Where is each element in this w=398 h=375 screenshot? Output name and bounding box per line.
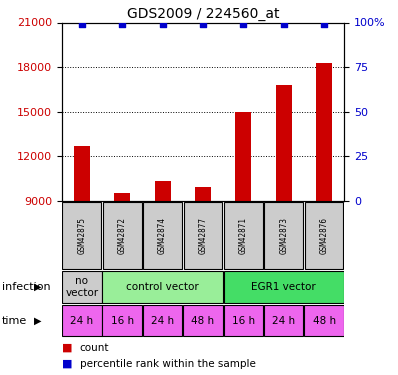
Text: GSM42877: GSM42877 <box>199 217 207 254</box>
Bar <box>143 305 182 336</box>
Text: time: time <box>2 316 27 326</box>
Text: count: count <box>80 343 109 353</box>
Text: 48 h: 48 h <box>312 316 336 326</box>
Bar <box>62 305 101 336</box>
Bar <box>224 202 263 268</box>
Text: 16 h: 16 h <box>111 316 134 326</box>
Bar <box>235 112 252 201</box>
Text: ▶: ▶ <box>34 282 41 292</box>
Text: 24 h: 24 h <box>272 316 295 326</box>
Bar <box>224 271 344 303</box>
Bar <box>154 182 171 201</box>
Text: EGR1 vector: EGR1 vector <box>252 282 316 292</box>
Text: GSM42872: GSM42872 <box>118 217 127 254</box>
Text: ▶: ▶ <box>34 316 41 326</box>
Text: 48 h: 48 h <box>191 316 215 326</box>
Point <box>79 21 85 27</box>
Text: GSM42871: GSM42871 <box>239 217 248 254</box>
Bar <box>102 305 142 336</box>
Point <box>321 21 327 27</box>
Text: GSM42874: GSM42874 <box>158 217 167 254</box>
Point <box>119 21 125 27</box>
Bar <box>264 305 304 336</box>
Text: GSM42876: GSM42876 <box>320 217 329 254</box>
Point <box>160 21 166 27</box>
Bar <box>276 85 292 201</box>
Bar <box>316 63 332 201</box>
Point <box>240 21 246 27</box>
Bar <box>305 202 343 268</box>
Bar <box>304 305 344 336</box>
Text: ■: ■ <box>62 343 72 353</box>
Bar <box>143 202 182 268</box>
Text: percentile rank within the sample: percentile rank within the sample <box>80 359 256 369</box>
Text: control vector: control vector <box>126 282 199 292</box>
Title: GDS2009 / 224560_at: GDS2009 / 224560_at <box>127 8 279 21</box>
Bar <box>264 202 303 268</box>
Text: no
vector: no vector <box>65 276 98 298</box>
Text: 16 h: 16 h <box>232 316 255 326</box>
Text: GSM42875: GSM42875 <box>77 217 86 254</box>
Text: infection: infection <box>2 282 51 292</box>
Text: GSM42873: GSM42873 <box>279 217 288 254</box>
Bar <box>74 146 90 201</box>
Bar <box>114 193 130 201</box>
Bar <box>195 187 211 201</box>
Text: 24 h: 24 h <box>70 316 94 326</box>
Bar <box>62 271 101 303</box>
Bar <box>62 202 101 268</box>
Bar <box>102 271 223 303</box>
Bar <box>183 305 223 336</box>
Bar <box>224 305 263 336</box>
Bar <box>183 202 222 268</box>
Text: 24 h: 24 h <box>151 316 174 326</box>
Point <box>281 21 287 27</box>
Point <box>200 21 206 27</box>
Text: ■: ■ <box>62 359 72 369</box>
Bar <box>103 202 142 268</box>
